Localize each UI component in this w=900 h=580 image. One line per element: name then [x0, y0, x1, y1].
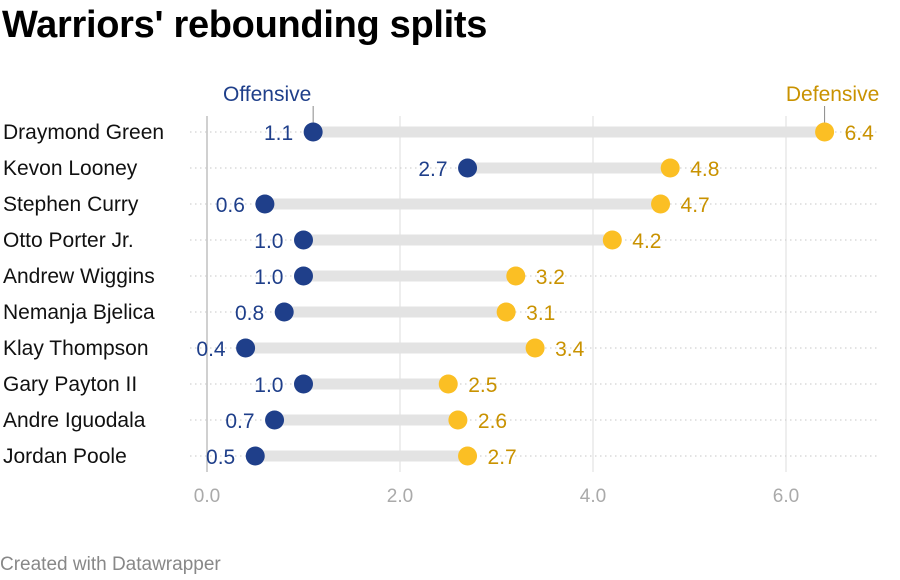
player-name: Andrew Wiggins — [3, 265, 155, 288]
offensive-value-label: 1.1 — [264, 122, 293, 145]
x-tick-label: 6.0 — [773, 486, 799, 507]
offensive-value-label: 1.0 — [254, 230, 283, 253]
defensive-dot — [458, 446, 478, 466]
offensive-dot — [245, 446, 265, 466]
chart-title: Warriors' rebounding splits — [2, 4, 488, 46]
defensive-dot — [496, 302, 516, 322]
footer-credit: Created with Datawrapper — [0, 554, 221, 575]
offensive-value-label: 0.7 — [225, 410, 254, 433]
player-name: Nemanja Bjelica — [3, 301, 155, 324]
offensive-dot — [294, 374, 313, 394]
defensive-dot — [438, 374, 458, 394]
offensive-value-label: 0.5 — [206, 446, 235, 469]
offensive-dot — [294, 266, 313, 286]
range-bars-layer — [245, 126, 825, 462]
offensive-value-label: 1.0 — [254, 374, 283, 397]
defensive-value-label: 3.1 — [526, 302, 555, 325]
player-name: Otto Porter Jr. — [3, 229, 134, 252]
defensive-value-label: 4.7 — [681, 194, 710, 217]
offensive-dot — [303, 122, 323, 142]
offensive-value-label: 1.0 — [254, 266, 283, 289]
defensive-dot — [525, 338, 545, 358]
defensive-value-label: 4.8 — [690, 158, 719, 181]
offensive-dot — [458, 158, 478, 178]
dots-layer — [236, 122, 835, 466]
defensive-value-label: 4.2 — [632, 230, 661, 253]
defensive-value-label: 6.4 — [845, 122, 875, 145]
defensive-dot — [651, 194, 671, 214]
offensive-dot — [236, 338, 256, 358]
player-name: Jordan Poole — [3, 445, 127, 468]
player-name: Andre Iguodala — [3, 409, 146, 432]
dot-range-chart: 0.0 2.0 4.0 6.0 Draymond Green 1.1 6.4 Kevon Lo… — [3, 83, 879, 507]
x-tick-label: 4.0 — [580, 486, 606, 507]
defensive-dot — [660, 158, 680, 178]
defensive-dot — [506, 266, 526, 286]
offensive-key-label: Offensive — [223, 83, 311, 106]
offensive-value-label: 0.6 — [216, 194, 245, 217]
x-tick-label: 0.0 — [194, 486, 220, 507]
labels-layer: 0.0 2.0 4.0 6.0 Draymond Green 1.1 6.4 Kevon Lo… — [3, 83, 879, 507]
offensive-value-label: 0.4 — [196, 338, 226, 361]
defensive-dot — [815, 122, 835, 142]
defensive-key-label: Defensive — [786, 83, 879, 106]
grid-layer — [190, 116, 878, 472]
defensive-dot — [448, 410, 468, 430]
offensive-value-label: 2.7 — [418, 158, 447, 181]
player-name: Gary Payton II — [3, 373, 137, 396]
offensive-dot — [255, 194, 275, 214]
offensive-dot — [274, 302, 294, 322]
defensive-value-label: 2.5 — [468, 374, 497, 397]
offensive-dot — [265, 410, 285, 430]
defensive-value-label: 2.7 — [488, 446, 517, 469]
defensive-value-label: 2.6 — [478, 410, 507, 433]
x-tick-label: 2.0 — [387, 486, 413, 507]
player-name: Stephen Curry — [3, 193, 139, 216]
offensive-value-label: 0.8 — [235, 302, 264, 325]
player-name: Klay Thompson — [3, 337, 149, 360]
offensive-dot — [294, 230, 313, 250]
defensive-dot — [602, 230, 622, 250]
player-name: Draymond Green — [3, 121, 164, 144]
defensive-value-label: 3.2 — [536, 266, 565, 289]
player-name: Kevon Looney — [3, 157, 138, 180]
defensive-value-label: 3.4 — [555, 338, 585, 361]
